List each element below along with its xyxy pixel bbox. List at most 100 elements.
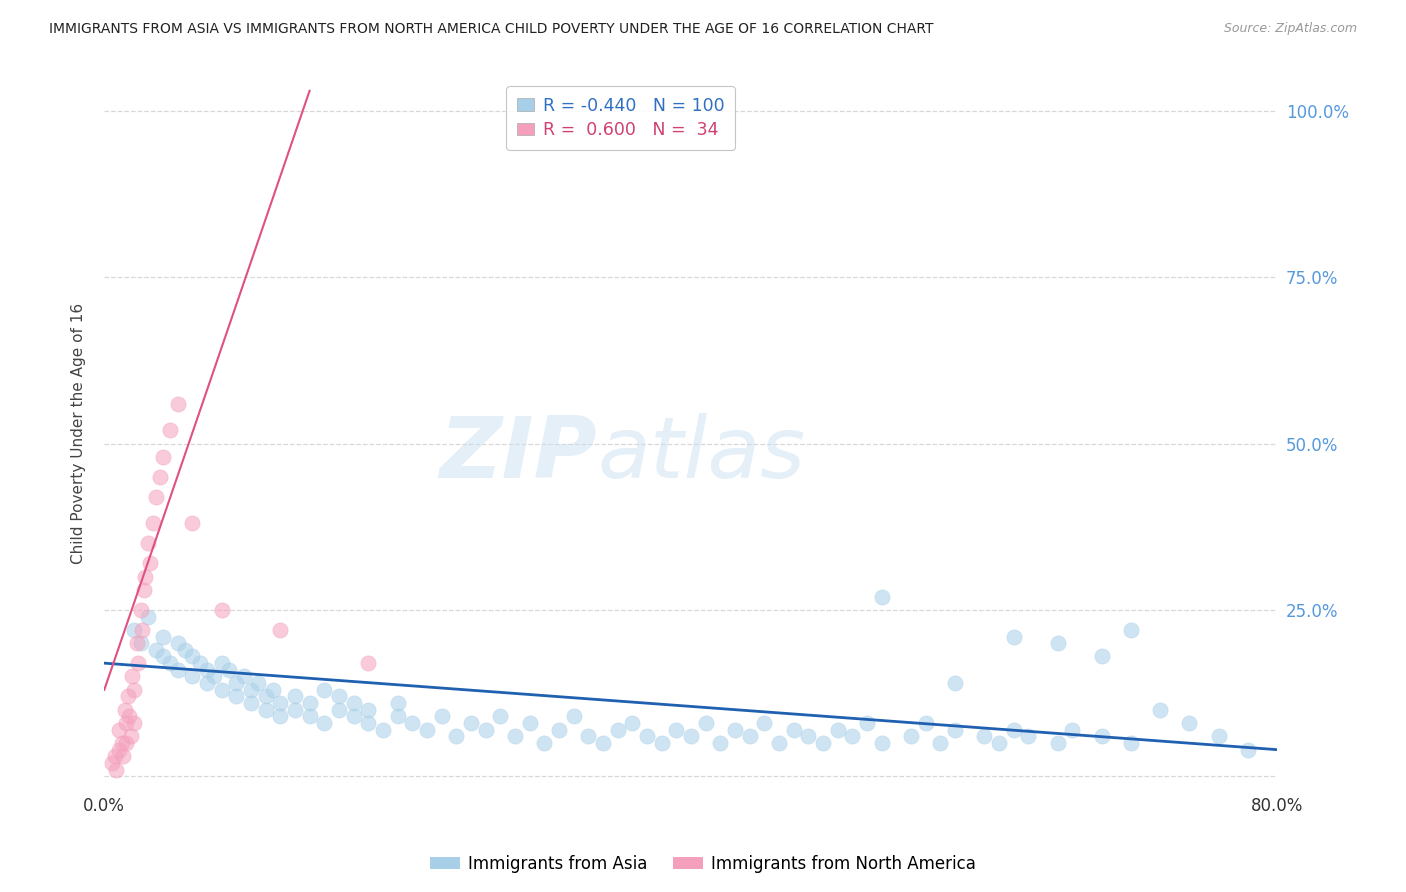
Point bbox=[105, 763, 128, 777]
Point bbox=[489, 709, 512, 723]
Y-axis label: Child Poverty Under the Age of 16: Child Poverty Under the Age of 16 bbox=[72, 303, 86, 564]
Point bbox=[262, 682, 284, 697]
Point bbox=[112, 749, 135, 764]
Text: atlas: atlas bbox=[598, 413, 806, 496]
Point bbox=[519, 716, 541, 731]
Point bbox=[695, 716, 717, 731]
Point bbox=[225, 690, 247, 704]
Point bbox=[929, 736, 952, 750]
Point bbox=[120, 730, 142, 744]
Point bbox=[416, 723, 439, 737]
Point bbox=[166, 396, 188, 410]
Point bbox=[195, 663, 218, 677]
Point bbox=[139, 557, 162, 571]
Point bbox=[387, 709, 409, 723]
Point bbox=[125, 636, 148, 650]
Text: ZIP: ZIP bbox=[440, 413, 598, 496]
Point bbox=[1046, 736, 1069, 750]
Point bbox=[181, 516, 204, 531]
Point bbox=[298, 696, 321, 710]
Point bbox=[232, 669, 254, 683]
Point bbox=[474, 723, 496, 737]
Point bbox=[768, 736, 790, 750]
Point bbox=[134, 569, 156, 583]
Point bbox=[738, 730, 761, 744]
Point bbox=[1062, 723, 1084, 737]
Point bbox=[651, 736, 673, 750]
Point bbox=[387, 696, 409, 710]
Point bbox=[1002, 630, 1025, 644]
Point bbox=[1046, 636, 1069, 650]
Point bbox=[117, 690, 139, 704]
Legend: R = -0.440   N = 100, R =  0.600   N =  34: R = -0.440 N = 100, R = 0.600 N = 34 bbox=[506, 87, 735, 150]
Point bbox=[342, 709, 364, 723]
Point bbox=[269, 696, 291, 710]
Point bbox=[145, 643, 167, 657]
Point bbox=[239, 682, 262, 697]
Point bbox=[298, 709, 321, 723]
Point bbox=[166, 663, 188, 677]
Point bbox=[188, 656, 211, 670]
Point bbox=[782, 723, 804, 737]
Point bbox=[827, 723, 849, 737]
Point bbox=[724, 723, 747, 737]
Point bbox=[754, 716, 776, 731]
Point bbox=[269, 623, 291, 637]
Point bbox=[122, 682, 145, 697]
Point bbox=[247, 676, 270, 690]
Point bbox=[1149, 703, 1171, 717]
Point bbox=[136, 609, 159, 624]
Point bbox=[357, 703, 380, 717]
Point bbox=[636, 730, 658, 744]
Point bbox=[145, 490, 167, 504]
Point bbox=[122, 716, 145, 731]
Point bbox=[460, 716, 482, 731]
Point bbox=[870, 736, 893, 750]
Point bbox=[314, 682, 336, 697]
Point bbox=[1017, 730, 1039, 744]
Point bbox=[870, 590, 893, 604]
Point bbox=[562, 709, 585, 723]
Point bbox=[987, 736, 1010, 750]
Point bbox=[152, 649, 174, 664]
Point bbox=[202, 669, 225, 683]
Point bbox=[152, 450, 174, 464]
Point bbox=[166, 636, 188, 650]
Text: IMMIGRANTS FROM ASIA VS IMMIGRANTS FROM NORTH AMERICA CHILD POVERTY UNDER THE AG: IMMIGRANTS FROM ASIA VS IMMIGRANTS FROM … bbox=[49, 22, 934, 37]
Point bbox=[357, 716, 380, 731]
Point bbox=[973, 730, 995, 744]
Text: Source: ZipAtlas.com: Source: ZipAtlas.com bbox=[1223, 22, 1357, 36]
Point bbox=[218, 663, 240, 677]
Point bbox=[1090, 649, 1112, 664]
Point bbox=[211, 682, 233, 697]
Point bbox=[943, 676, 966, 690]
Point bbox=[225, 676, 247, 690]
Point bbox=[211, 656, 233, 670]
Point bbox=[503, 730, 526, 744]
Point bbox=[1119, 736, 1142, 750]
Point bbox=[328, 703, 350, 717]
Point bbox=[127, 656, 149, 670]
Point bbox=[856, 716, 879, 731]
Point bbox=[1002, 723, 1025, 737]
Point bbox=[1237, 742, 1260, 756]
Point bbox=[254, 703, 277, 717]
Point bbox=[159, 656, 181, 670]
Point bbox=[811, 736, 834, 750]
Point bbox=[181, 649, 204, 664]
Point bbox=[269, 709, 291, 723]
Point bbox=[131, 623, 153, 637]
Point bbox=[136, 536, 159, 550]
Point bbox=[371, 723, 394, 737]
Point bbox=[211, 603, 233, 617]
Point bbox=[357, 656, 380, 670]
Point bbox=[606, 723, 628, 737]
Point bbox=[142, 516, 165, 531]
Point bbox=[900, 730, 922, 744]
Point bbox=[841, 730, 863, 744]
Point bbox=[533, 736, 555, 750]
Point bbox=[1119, 623, 1142, 637]
Point bbox=[943, 723, 966, 737]
Point bbox=[430, 709, 453, 723]
Point bbox=[679, 730, 702, 744]
